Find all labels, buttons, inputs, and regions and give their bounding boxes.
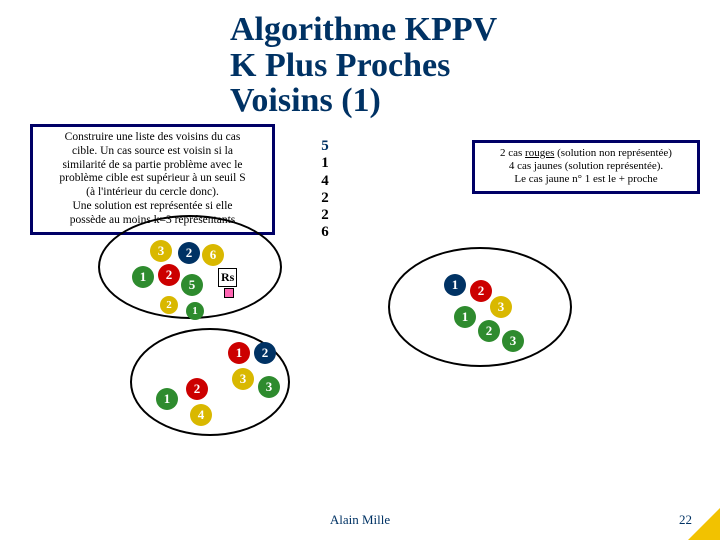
left-info-box: Construire une liste des voisins du cas …	[30, 124, 275, 235]
case-dot: 1	[444, 274, 466, 296]
case-dot: 2	[178, 242, 200, 264]
right-box-line-3: Le cas jaune n° 1 est le + proche	[483, 173, 689, 186]
case-dot: 3	[490, 296, 512, 318]
case-dot: 1	[228, 342, 250, 364]
case-dot: 1	[156, 388, 178, 410]
case-dot: 2	[478, 320, 500, 342]
case-dot: 3	[150, 240, 172, 262]
title-line-2: K Plus Proches	[230, 48, 497, 84]
right-box-line-2: 4 cas jaunes (solution représentée).	[483, 160, 689, 173]
left-box-line: similarité de sa partie problème avec le	[41, 159, 264, 173]
case-dot: 5	[181, 274, 203, 296]
left-box-line: cible. Un cas source est voisin si la	[41, 145, 264, 159]
header-col-val: 1	[314, 155, 336, 172]
left-box-line: problème cible est supérieur à un seuil …	[41, 172, 264, 186]
case-dot: 3	[232, 368, 254, 390]
case-dot: 3	[502, 330, 524, 352]
rb-l1b: rouges	[525, 147, 554, 159]
title-line-1: Algorithme KPPV	[230, 12, 497, 48]
case-dot: 4	[190, 404, 212, 426]
right-info-box: 2 cas rouges (solution non représentée) …	[472, 140, 700, 194]
left-box-line: Une solution est représentée si elle	[41, 200, 264, 214]
case-dot: 1	[186, 302, 204, 320]
rs-marker	[224, 288, 234, 298]
rs-label: Rs	[218, 268, 237, 287]
case-dot: 2	[254, 342, 276, 364]
header-col-val: 2	[314, 190, 336, 207]
slide-title: Algorithme KPPV K Plus Proches Voisins (…	[230, 12, 497, 119]
case-dot: 3	[258, 376, 280, 398]
rb-l1c: (solution non représentée)	[554, 147, 672, 159]
corner-fold-icon	[688, 508, 720, 540]
footer-author: Alain Mille	[0, 512, 720, 528]
rb-l1a: 2 cas	[500, 147, 525, 159]
case-dot: 2	[470, 280, 492, 302]
case-dot: 2	[158, 264, 180, 286]
case-dot: 2	[160, 296, 178, 314]
case-dot: 1	[132, 266, 154, 288]
case-dot: 1	[454, 306, 476, 328]
kppv-diagram: 326125121233124123123Rs	[40, 222, 680, 482]
right-box-line-1: 2 cas rouges (solution non représentée)	[483, 147, 689, 160]
header-col-val: 5	[314, 138, 336, 155]
left-box-line: (à l'intérieur du cercle donc).	[41, 186, 264, 200]
left-box-line: Construire une liste des voisins du cas	[41, 131, 264, 145]
cluster-ellipse	[388, 247, 572, 367]
title-line-3: Voisins (1)	[230, 83, 497, 119]
case-dot: 2	[186, 378, 208, 400]
header-col-val: 4	[314, 173, 336, 190]
case-dot: 6	[202, 244, 224, 266]
